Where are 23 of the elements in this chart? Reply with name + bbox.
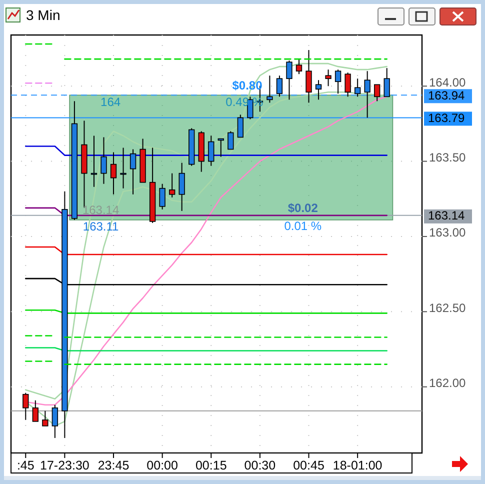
annotation: $0.80 [232,78,263,92]
y-tick-label: 163.50 [429,150,466,164]
x-tick-label: 00:15 [195,458,227,472]
annotation: 163.14 [82,203,120,218]
annotation: 164 [100,94,121,109]
x-tick-label: 18-01:00 [332,458,382,472]
x-tick-label: 17-23:30 [40,458,90,472]
ref-line-label: 163.94 [428,88,466,102]
y-tick-label: 162.50 [429,300,466,315]
x-tick-label: :45 [16,458,34,472]
ref-line-label: 163.79 [428,110,466,125]
y-tick-label: 162.00 [429,376,466,390]
ref-line-label: 163.14 [428,208,466,223]
x-tick-label: 00:30 [244,458,276,472]
x-tick-label: 23:45 [98,458,130,472]
y-tick-label: 164.00 [429,75,466,90]
chart-title: 3 Min [26,7,60,23]
annotation: $0.02 [288,200,318,215]
x-tick-label: 00:00 [146,458,178,472]
y-tick-label: 163.00 [429,226,466,240]
annotation: 0.01 % [284,218,322,233]
annotation: 163.11 [82,220,120,234]
x-tick-label: 00:45 [293,458,324,472]
